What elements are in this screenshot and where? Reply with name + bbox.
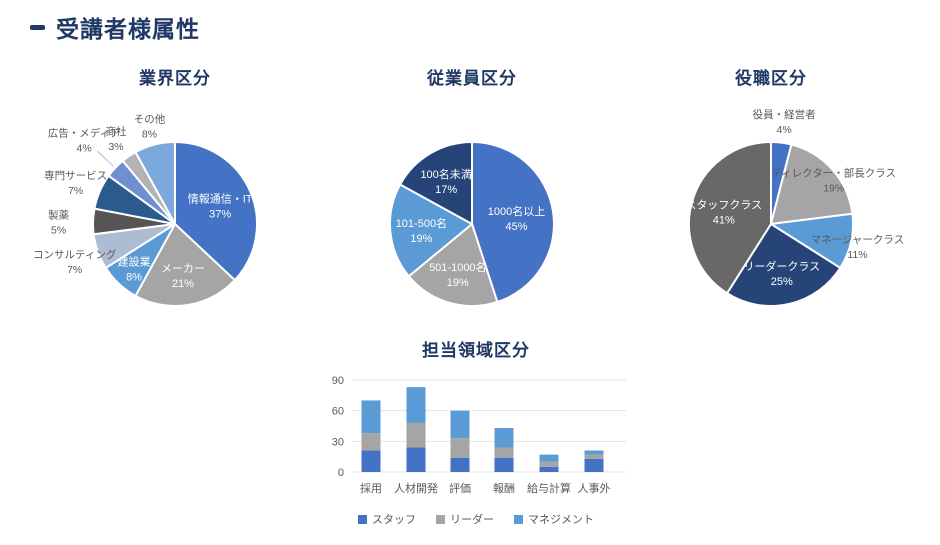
bar-segment <box>539 461 559 467</box>
responsibility-bar-section: 担当領域区分 0 30 60 90 採用 人材開発 評価 報酬 給与計算 人事外 スタッフ リーダー… <box>310 338 642 528</box>
bar-segment <box>450 410 470 439</box>
pie-slice <box>726 223 842 307</box>
x-category-label: 採用 <box>360 481 382 495</box>
pie-slice <box>174 141 258 282</box>
industry-pie-title: 業界区分 <box>139 69 211 88</box>
pie-slice-label: 建設業 8% <box>118 255 151 284</box>
bar-segment <box>584 450 604 455</box>
x-category-label: 人材開発 <box>394 481 438 495</box>
bar-segment <box>406 422 426 448</box>
industry-pie-chart: 情報通信・IT 37% メーカー 21% 建設業 8%コンサルティング 7% 製薬 5% 専門サー… <box>33 113 258 307</box>
bar-segment <box>539 454 559 462</box>
x-category-label: 評価 <box>449 481 471 495</box>
pie-slice-label: 専門サービス 7% <box>44 170 107 197</box>
legend-item: リーダー <box>436 511 494 527</box>
label-leader-line <box>96 150 114 167</box>
bar-segment <box>450 457 470 472</box>
pie-slice-label: メーカー 21% <box>161 262 205 290</box>
y-tick-label: 90 <box>332 375 344 387</box>
bar-segment <box>450 438 470 458</box>
pie-slice-label: コンサルティング 7% <box>33 248 117 276</box>
bar-segment <box>494 447 514 458</box>
pie-slice-label: ディレクター・部長クラス 19% <box>771 167 896 195</box>
bar-segment <box>494 428 514 448</box>
responsibility-bar-chart: 0 30 60 90 採用 人材開発 評価 報酬 給与計算 人事外 <box>332 375 626 495</box>
bar-segment <box>584 454 604 459</box>
legend-swatch-icon <box>514 514 523 524</box>
pie-slice-label: 1000名以上 45% <box>488 204 545 233</box>
pie-slice-label: 100名未満 17% <box>420 167 471 196</box>
legend-item: スタッフ <box>358 511 416 527</box>
pie-slice-label: 商社 3% <box>106 125 127 153</box>
legend-label: スタッフ <box>372 514 416 526</box>
legend-item: マネジメント <box>514 511 594 527</box>
y-tick-label: 0 <box>338 467 344 479</box>
pie-slice-label: 製薬 5% <box>48 208 69 236</box>
position-pie-chart: 役員・経営者 4% ディレクター・部長クラス 19% マネージャークラス 11%リーダーク… <box>685 108 905 307</box>
pie-slice-label: 広告・メディア 4% <box>48 127 121 155</box>
pie-slice <box>389 183 473 278</box>
pie-slice <box>471 141 555 303</box>
bar-chart-legend: スタッフ リーダー マネジメント <box>310 511 642 527</box>
employee-pie-chart: 1000名以上 45%501-1000名 19% 101-500名 19% 100名未満 1… <box>389 141 555 307</box>
pie-slice-label: その他 8% <box>134 113 166 141</box>
legend-label: マネジメント <box>528 514 594 526</box>
pie-slice-label: 501-1000名 19% <box>429 260 487 289</box>
pie-slice-label: 情報通信・IT 37% <box>188 192 253 220</box>
x-category-label: 報酬 <box>493 482 515 495</box>
responsibility-bar-title: 担当領域区分 <box>422 341 530 360</box>
pie-slice <box>688 141 772 295</box>
pie-slice <box>134 141 176 225</box>
pie-slice <box>399 141 473 225</box>
page-header: 受講者様属性 <box>30 10 200 44</box>
pie-slice <box>134 223 236 307</box>
bar-segment <box>584 458 604 472</box>
title-bullet-icon <box>30 24 45 30</box>
pie-slice-label: マネージャークラス 11% <box>811 234 905 261</box>
bar-segment <box>494 457 514 472</box>
y-tick-label: 30 <box>332 436 344 448</box>
y-tick-label: 60 <box>332 406 344 418</box>
industry-pie-section: 業界区分 情報通信・IT 37% メーカー 21% 建設業 8% コンサルティング 7% 製薬 5… <box>25 66 325 322</box>
employee-pie-title: 従業員区分 <box>427 69 517 88</box>
position-pie-section: 役職区分 役員・経営者 4% ディレクター・部長クラス 19% マネージャークラス 11%… <box>621 66 921 322</box>
bar-segment <box>361 450 381 472</box>
legend-swatch-icon <box>436 514 445 524</box>
pie-slice-label: スタッフクラス 41% <box>685 198 762 226</box>
legend-swatch-icon <box>358 514 367 524</box>
pie-slice-label: リーダークラス 25% <box>743 259 820 288</box>
position-pie-title: 役職区分 <box>735 69 807 88</box>
bar-segment <box>406 447 426 472</box>
x-category-label: 給与計算 <box>527 481 571 495</box>
pie-slice-label: 101-500名 19% <box>396 216 447 245</box>
pie-slice <box>770 143 854 225</box>
bar-segment <box>361 433 381 451</box>
pie-slice-label: 役員・経営者 4% <box>753 108 816 136</box>
legend-label: リーダー <box>450 514 494 526</box>
x-category-label: 人事外 <box>578 482 611 495</box>
bar-segment <box>361 400 381 434</box>
page-title: 受講者様属性 <box>56 16 200 42</box>
bar-segment <box>539 466 559 472</box>
bar-segment <box>406 387 426 423</box>
employee-pie-section: 従業員区分 1000名以上 45% 501-1000名 19% 101-500名 19% 1… <box>322 66 622 322</box>
pie-slice <box>407 223 499 307</box>
